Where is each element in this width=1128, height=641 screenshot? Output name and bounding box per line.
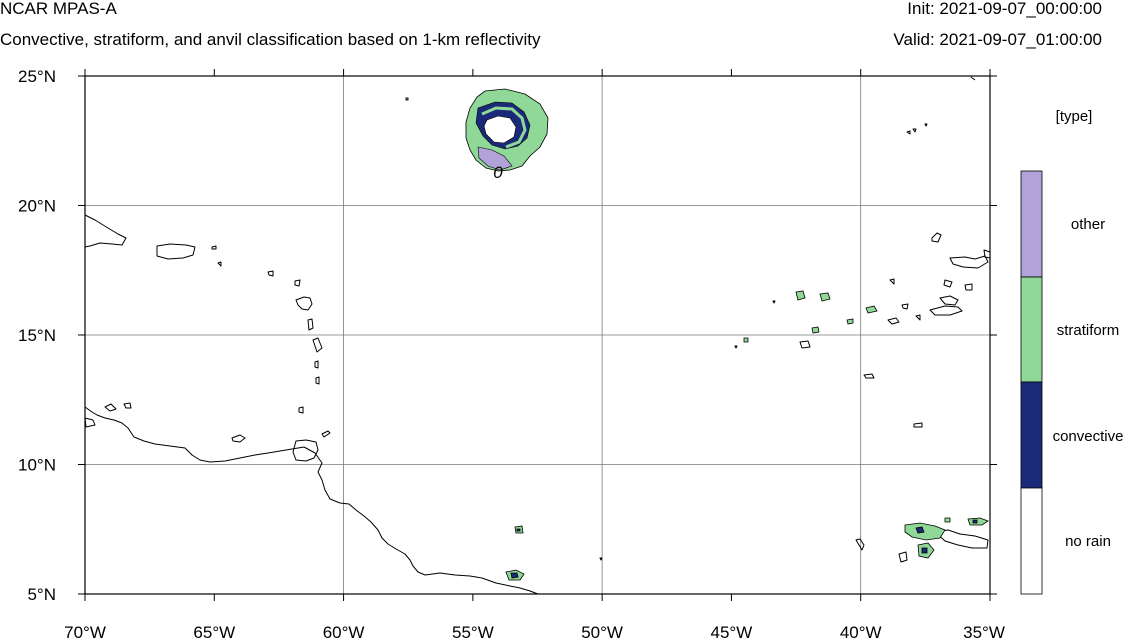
legend-swatch-stratiform	[1020, 276, 1043, 383]
cell-1	[904, 522, 946, 541]
cell-8	[846, 318, 854, 325]
stratiform-inner-ring	[481, 106, 527, 149]
legend: [type] other stratiform convective no ra…	[1020, 108, 1124, 595]
trinidad-outline	[292, 439, 319, 462]
x-tick-label: 70°W	[64, 623, 106, 641]
chart-subtitle: Convective, stratiform, and anvil classi…	[0, 30, 541, 49]
martinique-outline	[312, 337, 323, 353]
x-tick-label: 65°W	[193, 623, 235, 641]
x-tick-label: 60°W	[323, 623, 365, 641]
legend-swatch-convective	[1020, 381, 1043, 489]
coast-island-c	[84, 417, 96, 428]
atlantic-island-15	[855, 538, 865, 551]
storm-cell-hurricane	[465, 88, 549, 172]
atlantic-island-7	[901, 303, 909, 310]
guadeloupe-outline	[295, 296, 313, 311]
y-tick-label: 10°N	[18, 456, 56, 475]
contour-label: 0	[493, 163, 503, 182]
cell-7	[811, 326, 820, 334]
eye-no-rain	[483, 115, 517, 144]
legend-label-no-rain: no rain	[1065, 533, 1111, 550]
atlantic-island-10	[915, 314, 921, 321]
margarita-outline	[231, 434, 246, 443]
atlantic-dot-3	[912, 128, 917, 133]
x-tick-label: 55°W	[452, 623, 494, 641]
grid-lines	[85, 76, 990, 594]
axis-ticks	[78, 69, 997, 601]
x-tick-label: 35°W	[963, 623, 1005, 641]
other-area-storm	[477, 146, 513, 171]
atlantic-dot-1	[405, 97, 409, 101]
tobago-outline	[321, 430, 331, 438]
atlantic-island-11	[799, 340, 811, 349]
y-tick-label: 20°N	[18, 197, 56, 216]
st-lucia-outline	[314, 360, 319, 369]
atlantic-island-13	[913, 422, 923, 428]
cell-1-conv	[915, 526, 925, 534]
atlantic-island-3	[889, 278, 895, 285]
atlantic-dot-2	[906, 130, 911, 135]
cell-2-conv	[921, 547, 928, 554]
atlantic-dot-5	[970, 76, 976, 81]
atlantic-island-6	[939, 295, 959, 306]
atlantic-island-9	[887, 317, 900, 325]
grenada-outline	[298, 406, 304, 414]
cells-east	[505, 290, 989, 581]
atlantic-island-1	[931, 232, 942, 243]
cell-10-conv	[516, 528, 521, 532]
legend-swatch-no-rain	[1020, 487, 1043, 595]
atlantic-dot-8	[734, 345, 738, 349]
x-tick-label: 40°W	[840, 623, 882, 641]
atlantic-island-14	[934, 529, 989, 549]
x-axis-labels: 70°W 65°W 60°W 55°W 50°W 45°W 40°W 35°W	[64, 623, 1005, 641]
virgin-island	[211, 245, 217, 250]
coastlines	[84, 76, 991, 595]
atlantic-island-5	[964, 283, 973, 291]
puerto-rico-outline	[156, 243, 196, 260]
atlantic-island-2	[949, 255, 989, 269]
x-tick-label: 50°W	[581, 623, 623, 641]
atlantic-island-16	[898, 551, 908, 563]
atlantic-dot-7	[599, 557, 603, 561]
cell-13	[972, 519, 978, 524]
cell-9	[743, 337, 749, 343]
y-tick-label: 5°N	[27, 585, 56, 604]
cell-5	[865, 305, 878, 314]
cell-4	[819, 292, 831, 302]
legend-title: [type]	[1056, 108, 1093, 125]
atlantic-dot-6	[772, 300, 776, 304]
y-axis-labels: 25°N 20°N 15°N 10°N 5°N	[18, 67, 56, 604]
y-tick-label: 25°N	[18, 67, 56, 86]
legend-label-other: other	[1071, 216, 1105, 233]
chart-title: NCAR MPAS-A	[0, 0, 117, 18]
antilles-island-3	[294, 279, 301, 287]
dominica-outline	[307, 318, 314, 331]
precipitation-classification: 0	[465, 88, 989, 581]
cell-12	[944, 517, 951, 523]
y-tick-label: 15°N	[18, 326, 56, 345]
st-vincent-outline	[315, 376, 320, 385]
cell-6	[795, 290, 806, 301]
x-tick-label: 45°W	[711, 623, 753, 641]
cell-11-conv	[510, 572, 519, 579]
valid-time-label: Valid: 2021-09-07_01:00:00	[893, 30, 1102, 49]
small-island-a	[104, 403, 117, 412]
atlantic-dot-4	[924, 123, 928, 127]
south-america-coastline	[84, 406, 539, 595]
legend-swatch-other	[1020, 170, 1043, 278]
atlantic-island-12	[863, 373, 875, 379]
legend-label-stratiform: stratiform	[1057, 322, 1120, 339]
init-time-label: Init: 2021-09-07_00:00:00	[907, 0, 1102, 18]
atlantic-island-4	[943, 279, 953, 288]
hispaniola-outline	[84, 214, 127, 248]
atlantic-island-8	[929, 305, 963, 316]
antilles-island-1	[217, 261, 222, 267]
small-island-b	[123, 402, 132, 409]
antilles-island-2	[267, 270, 274, 277]
legend-label-convective: convective	[1053, 428, 1124, 445]
